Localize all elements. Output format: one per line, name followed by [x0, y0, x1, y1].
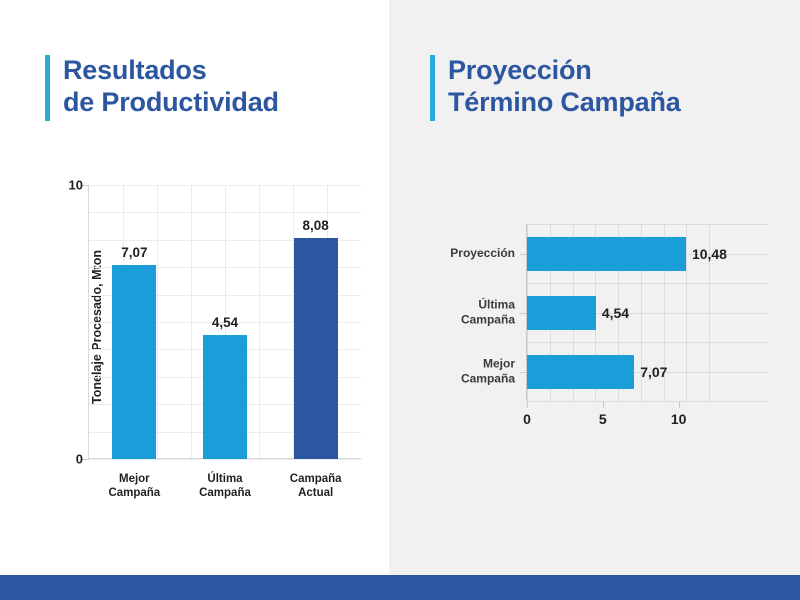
- bar-column[interactable]: 7,07 Mejor Campaña: [108, 245, 160, 499]
- right-panel: [389, 0, 800, 575]
- bar-row[interactable]: 10,48: [527, 236, 727, 271]
- vertical-chart-plot-area: 0 10 7,07 Mejor Campaña 4,54 Última Campaña 8,…: [69, 178, 361, 500]
- y-axis-tick-label: 0: [75, 451, 83, 467]
- bar-row[interactable]: 7,07: [527, 354, 667, 389]
- left-title-text: Resultados de Productividad: [63, 55, 279, 117]
- gridline-horizontal: [527, 283, 769, 284]
- x-axis-category-label: Mejor Campaña: [108, 473, 161, 500]
- bar-value-label: 7,07: [640, 363, 668, 380]
- y-axis-tick-label: 10: [68, 177, 83, 193]
- productivity-bar-chart: Tonelaje Procesado, Mton 0 10 7,07 Mejor Ca…: [20, 170, 370, 520]
- gridline-vertical: [293, 185, 294, 459]
- bar-value-label: 7,07: [121, 245, 148, 261]
- bar-column[interactable]: 8,08 Campaña Actual: [290, 218, 342, 500]
- y-axis-category-label: Proyección: [450, 245, 515, 260]
- x-axis-category-label: Campaña Actual: [289, 473, 342, 500]
- footer-band: [0, 575, 800, 600]
- gridline-horizontal: [527, 371, 769, 373]
- right-title-text: Proyección Término Campaña: [448, 55, 681, 117]
- bar-value-label: 4,54: [211, 314, 239, 330]
- gridline-horizontal: [89, 459, 361, 460]
- x-axis-tick-label: 5: [598, 411, 607, 427]
- x-axis-category-label: Última Campaña: [199, 473, 251, 500]
- gridline-horizontal: [527, 342, 769, 343]
- y-axis-category-label: Última Campaña: [460, 296, 515, 327]
- bar-column[interactable]: 4,54 Última Campaña: [199, 315, 251, 500]
- gridline-horizontal: [527, 224, 769, 225]
- gridline-vertical: [259, 185, 260, 459]
- x-axis-tick-label: 10: [670, 411, 687, 427]
- gridline-vertical: [225, 185, 226, 459]
- y-axis-tick: [520, 312, 527, 314]
- y-axis-tick: [82, 185, 89, 186]
- right-panel-title: Proyección Término Campaña: [430, 55, 681, 121]
- left-panel-title: Resultados de Productividad: [45, 55, 279, 121]
- x-axis-tick: [602, 401, 604, 408]
- x-axis-tick-label: 0: [523, 411, 531, 427]
- title-accent-bar-left: [45, 55, 50, 121]
- gridline-vertical: [191, 185, 192, 459]
- gridline-vertical: [157, 185, 158, 459]
- y-axis-tick: [520, 253, 527, 255]
- title-accent-bar-right: [430, 55, 435, 121]
- horizontal-chart-plot-area: 0 5 10 10,48 Proyección 4,54 Última Campaña 7,0…: [450, 224, 769, 427]
- gridline-horizontal: [527, 312, 769, 314]
- x-axis-tick: [527, 401, 528, 408]
- y-axis-tick: [520, 371, 527, 373]
- bar-value-label: 10,48: [691, 245, 727, 262]
- gridline-horizontal: [527, 401, 769, 402]
- y-axis-category-label: Mejor Campaña: [460, 355, 515, 386]
- x-axis-tick: [678, 401, 680, 408]
- projection-bar-chart: 0 5 10 10,48 Proyección 4,54 Última Campaña 7,0…: [400, 210, 790, 440]
- bar-value-label: 8,08: [302, 217, 329, 233]
- bar-value-label: 4,54: [601, 304, 630, 321]
- bar-row[interactable]: 4,54: [527, 295, 629, 330]
- y-axis-tick: [82, 459, 89, 460]
